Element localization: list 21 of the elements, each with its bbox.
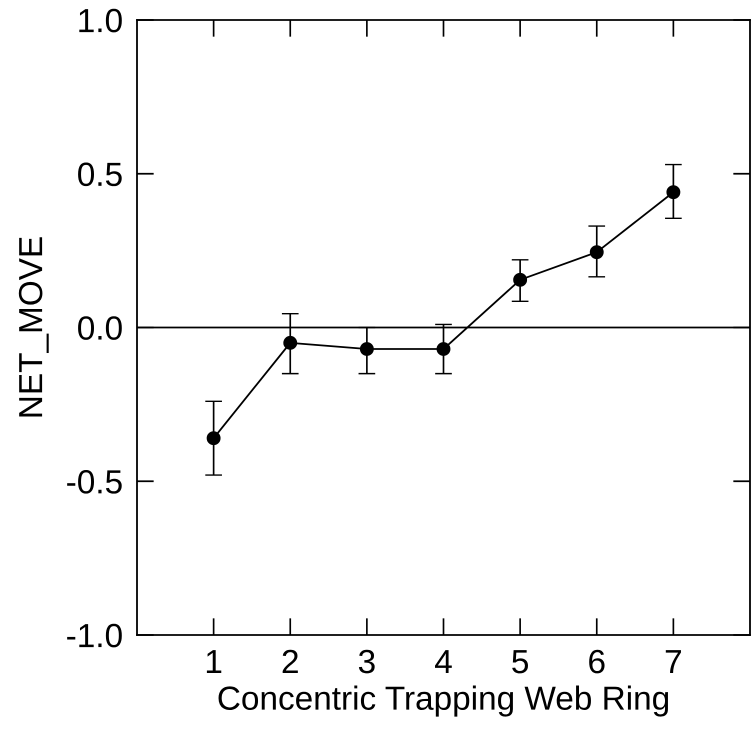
point — [206, 431, 221, 446]
y-tick-label: -0.5 — [67, 470, 122, 494]
x-tick-label: 5 — [512, 650, 528, 674]
point — [513, 272, 528, 287]
x-tick-label: 4 — [434, 650, 452, 674]
x-tick-label: 7 — [666, 650, 681, 674]
x-tick-label: 3 — [358, 650, 375, 674]
point — [436, 342, 450, 356]
y-tick-label: 1.0 — [79, 8, 122, 32]
point — [666, 185, 680, 200]
y-tick-label: 0.5 — [78, 162, 122, 186]
y-tick-label: 0.0 — [78, 316, 122, 340]
point — [283, 336, 298, 350]
y-tick-label: -1.0 — [67, 624, 122, 648]
y-axis-title: NET_MOVE — [18, 237, 49, 416]
x-tick-label: 6 — [589, 650, 605, 674]
point — [360, 342, 374, 356]
x-tick-label: 2 — [282, 650, 298, 674]
x-axis-title: Concentric Trapping Web Ring — [218, 686, 668, 717]
point — [590, 245, 604, 260]
x-tick-label: 1 — [206, 650, 222, 674]
